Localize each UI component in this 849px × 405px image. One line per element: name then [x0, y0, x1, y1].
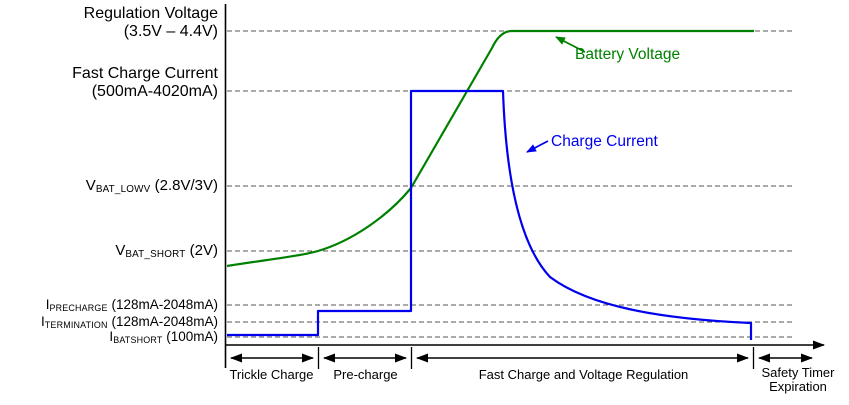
- symbol: I: [45, 297, 50, 312]
- axis-label-vbat-short: VBAT_SHORT (2V): [0, 242, 218, 264]
- charge-current-label: Charge Current: [551, 133, 658, 150]
- symbol: V: [115, 242, 126, 259]
- axis-label-line: Regulation Voltage: [83, 5, 218, 22]
- symbol-subscript: BATSHORT: [113, 334, 163, 345]
- phase-label-line: Safety Timer: [761, 365, 835, 380]
- axis-label-regulation-voltage: Regulation Voltage (3.5V – 4.4V): [0, 5, 218, 41]
- axis-label-itermination: ITERMINATION (128mA-2048mA): [0, 314, 218, 333]
- symbol: I: [41, 314, 45, 329]
- battery-voltage-curve: [226, 29, 754, 268]
- value-range: (100mA): [162, 329, 218, 344]
- charge-current-pointer-arrow: [526, 140, 549, 153]
- battery-voltage-label: Battery Voltage: [575, 46, 681, 63]
- battery-voltage-pointer-arrow: [555, 36, 586, 53]
- symbol: I: [109, 329, 114, 344]
- axis-label-iprecharge: IPRECHARGE (128mA-2048mA): [0, 297, 218, 316]
- value-range: (2.8V/3V): [150, 177, 218, 194]
- phase-label-fast-charge: Fast Charge and Voltage Regulation: [478, 367, 689, 382]
- charge-current-curve: [227, 89, 753, 340]
- axis-label-line: (500mA-4020mA): [91, 83, 218, 100]
- symbol-subscript: BAT_LOWV: [95, 184, 151, 196]
- phase-label-pre-charge: Pre-charge: [333, 367, 398, 382]
- value-range: (2V): [185, 242, 218, 259]
- value-range: (128mA-2048mA): [107, 314, 218, 329]
- phase-label-safety-timer: Safety Timer Expiration: [752, 366, 844, 394]
- symbol: V: [85, 177, 96, 194]
- axis-label-line: Fast Charge Current: [72, 65, 218, 82]
- axis-label-fast-charge-current: Fast Charge Current (500mA-4020mA): [0, 65, 218, 101]
- phase-label-line: Expiration: [769, 379, 827, 394]
- value-range: (128mA-2048mA): [107, 297, 218, 312]
- symbol-subscript: PRECHARGE: [49, 302, 108, 313]
- axis-label-line: (3.5V – 4.4V): [123, 23, 218, 40]
- symbol-subscript: TERMINATION: [44, 319, 108, 330]
- axis-label-vbat-lowv: VBAT_LOWV (2.8V/3V): [0, 177, 218, 199]
- dashed-guide-lines: [227, 30, 792, 338]
- axis-label-ibatshort: IBATSHORT (100mA): [0, 329, 218, 348]
- phase-label-trickle-charge: Trickle Charge: [229, 367, 314, 382]
- symbol-subscript: BAT_SHORT: [125, 249, 186, 261]
